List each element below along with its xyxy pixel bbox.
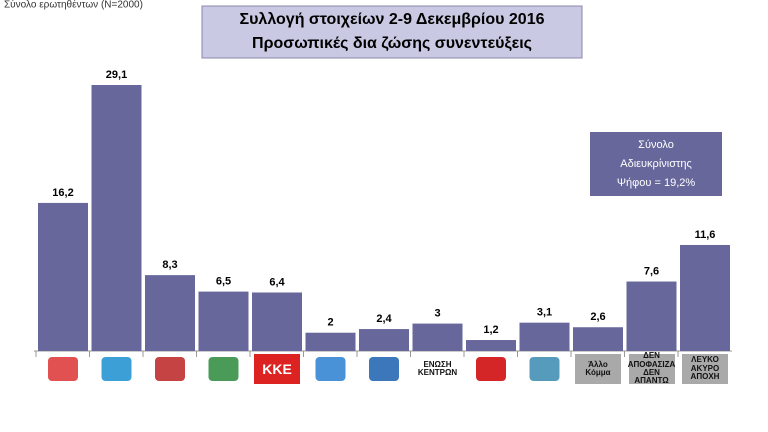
value-label: 3 xyxy=(434,307,440,319)
party-logo xyxy=(369,357,399,381)
annotation: Αδιευκρίνιστης xyxy=(620,158,692,170)
value-label: 16,2 xyxy=(52,187,73,199)
value-label: 7,6 xyxy=(644,265,659,277)
x-tick-label: ΔΕΝ ΑΠΟΦΑΣΙΖΑ ΔΕΝ ΑΠΑΝΤΩ xyxy=(627,351,676,386)
value-label: 8,3 xyxy=(162,259,177,271)
bar xyxy=(198,291,249,351)
value-label: 11,6 xyxy=(695,229,716,241)
value-label: 6,5 xyxy=(216,275,231,287)
value-label: 2,4 xyxy=(376,313,392,325)
x-tick-label: Άλλο Κόμμα xyxy=(575,354,621,384)
party-logo xyxy=(529,357,560,381)
party-logo xyxy=(155,357,185,381)
bar xyxy=(626,281,677,351)
bar xyxy=(91,85,142,351)
x-tick-label: ΚΚΕ xyxy=(254,354,300,384)
value-label: 2 xyxy=(327,317,333,329)
chart-title: Προσωπικές δια ζώσης συνεντεύξεις xyxy=(252,35,532,52)
party-logo xyxy=(101,357,132,381)
bar xyxy=(359,329,409,351)
bar xyxy=(573,327,623,351)
x-tick-label: ΛΕΥΚΟ ΑΚΥΡΟ ΑΠΟΧΗ xyxy=(682,354,728,384)
party-logo xyxy=(476,357,506,381)
title-box xyxy=(201,5,583,59)
value-label: 2,6 xyxy=(590,311,605,323)
chart-title: Συλλογή στοιχείων 2-9 Δεκεμβρίου 2016 xyxy=(240,11,545,28)
party-logo xyxy=(48,357,78,381)
bar xyxy=(305,332,356,351)
value-label: 29,1 xyxy=(106,69,127,81)
bar xyxy=(412,323,463,351)
annotation-box xyxy=(590,132,722,196)
bar xyxy=(519,322,570,351)
bar xyxy=(145,275,195,351)
bar xyxy=(38,202,88,351)
party-logo xyxy=(315,357,346,381)
bar xyxy=(466,340,516,351)
value-label: 6,4 xyxy=(269,276,285,288)
bar xyxy=(680,244,730,351)
annotation: Ψήφου = 19,2% xyxy=(617,177,696,189)
value-label: 1,2 xyxy=(483,324,498,336)
value-label: 3,1 xyxy=(537,307,552,319)
x-tick-label: ΕΝΩΣΗ ΚΕΝΤΡΩΝ xyxy=(414,354,461,384)
party-logo xyxy=(208,357,239,381)
bar xyxy=(252,292,302,351)
annotation: Σύνολο xyxy=(638,139,674,151)
chart-subtitle: Σύνολο ερωτηθέντων (N=2000) xyxy=(4,0,143,11)
